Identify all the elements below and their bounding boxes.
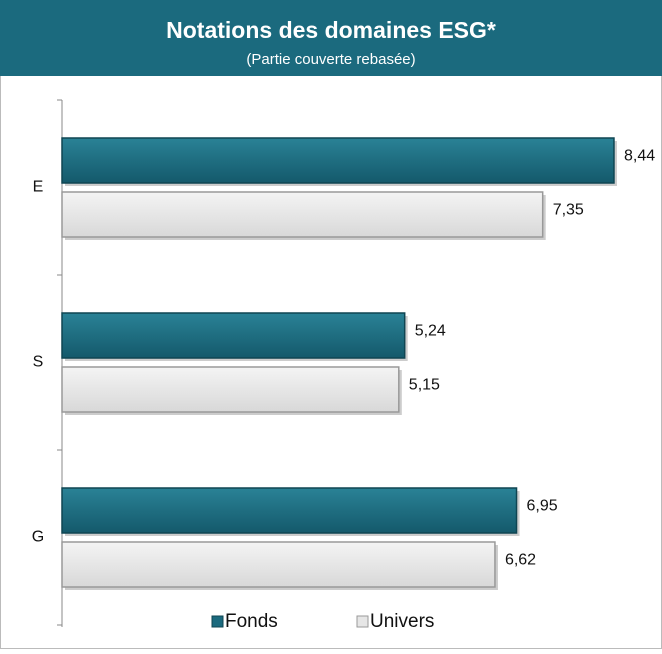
data-label: 5,15 bbox=[409, 377, 440, 394]
bar bbox=[61, 191, 544, 238]
chart-title: Notations des domaines ESG* bbox=[166, 17, 496, 43]
legend-label: Univers bbox=[370, 611, 434, 632]
data-label: 7,35 bbox=[553, 202, 584, 219]
header bbox=[0, 0, 662, 76]
bar bbox=[61, 366, 400, 413]
legend-swatch bbox=[211, 615, 224, 628]
legend-label: Fonds bbox=[225, 611, 278, 632]
data-label: 8,44 bbox=[624, 148, 655, 165]
bar bbox=[61, 137, 615, 184]
legend-swatch bbox=[356, 615, 369, 628]
y-tick-label: S bbox=[33, 354, 44, 371]
data-label: 5,24 bbox=[415, 323, 446, 340]
y-tick-label: G bbox=[32, 529, 44, 546]
data-label: 6,95 bbox=[527, 498, 558, 515]
bar bbox=[61, 312, 406, 359]
bar bbox=[61, 487, 518, 534]
data-label: 6,62 bbox=[505, 552, 536, 569]
chart-subtitle: (Partie couverte rebasée) bbox=[246, 51, 415, 68]
y-tick-label: E bbox=[33, 179, 44, 196]
bar bbox=[61, 541, 496, 588]
